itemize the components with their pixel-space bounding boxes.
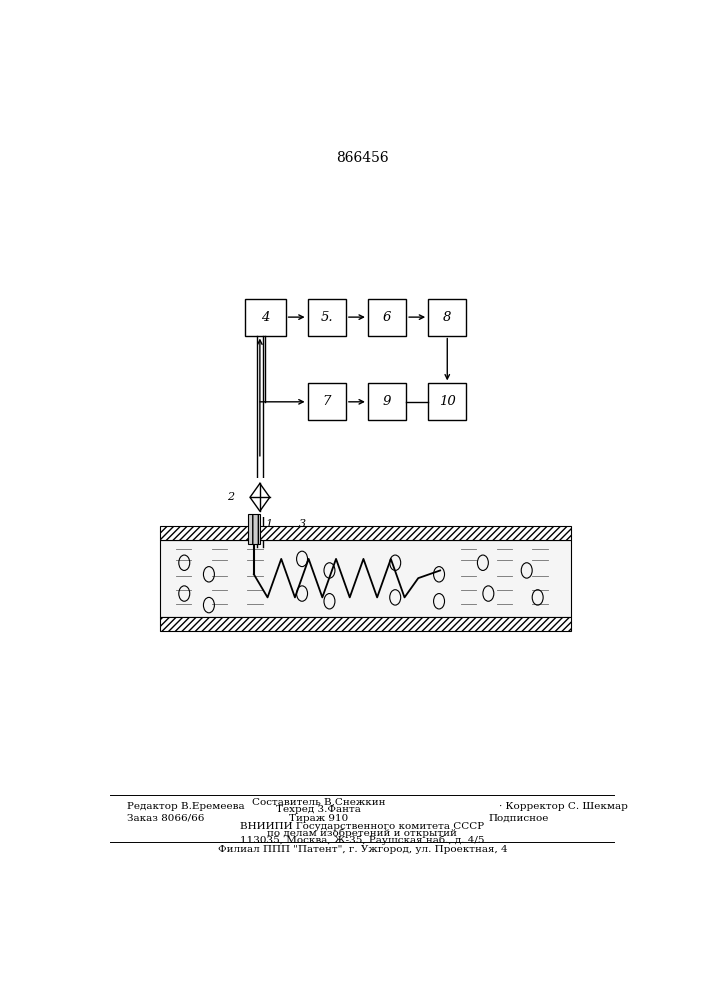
Text: 5.: 5.: [320, 311, 333, 324]
Bar: [250, 478, 270, 517]
Text: 6: 6: [382, 311, 391, 324]
Text: 4: 4: [261, 311, 269, 324]
Text: 113035, Москва, Ж-35, Раушская наб., д. 4/5: 113035, Москва, Ж-35, Раушская наб., д. …: [240, 835, 484, 845]
Bar: [308, 383, 346, 420]
Bar: [160, 526, 571, 540]
Bar: [160, 540, 571, 617]
Text: 7: 7: [322, 395, 331, 408]
Text: 8: 8: [443, 311, 452, 324]
Text: 1: 1: [266, 519, 273, 529]
Text: · Корректор С. Шекмар: · Корректор С. Шекмар: [499, 802, 629, 811]
Text: Тираж 910: Тираж 910: [289, 814, 348, 823]
Bar: [368, 383, 407, 420]
Bar: [308, 299, 346, 336]
Text: 3: 3: [298, 519, 305, 529]
Text: Филиал ППП "Патент", г. Ужгород, ул. Проектная, 4: Филиал ППП "Патент", г. Ужгород, ул. Про…: [218, 845, 507, 854]
Text: по делам изобретений и открытий: по делам изобретений и открытий: [267, 828, 457, 838]
Text: Редактор В.Еремеева: Редактор В.Еремеева: [127, 802, 245, 811]
Text: Составитель В,Снежкин: Составитель В,Снежкин: [252, 798, 385, 807]
Text: 9: 9: [382, 395, 391, 408]
Bar: [428, 299, 467, 336]
Text: 866456: 866456: [336, 151, 389, 165]
Text: ВНИИПИ Государственного комитета СССР: ВНИИПИ Государственного комитета СССР: [240, 822, 484, 831]
Bar: [160, 617, 571, 631]
Bar: [245, 299, 286, 336]
Text: Подписное: Подписное: [489, 814, 549, 823]
Bar: [248, 514, 260, 544]
Text: 2: 2: [227, 492, 235, 502]
Text: Заказ 8066/66: Заказ 8066/66: [127, 814, 204, 823]
Bar: [368, 299, 407, 336]
Bar: [428, 383, 467, 420]
Text: 10: 10: [439, 395, 455, 408]
Text: Техред 3.Фанта: Техред 3.Фанта: [276, 805, 361, 814]
